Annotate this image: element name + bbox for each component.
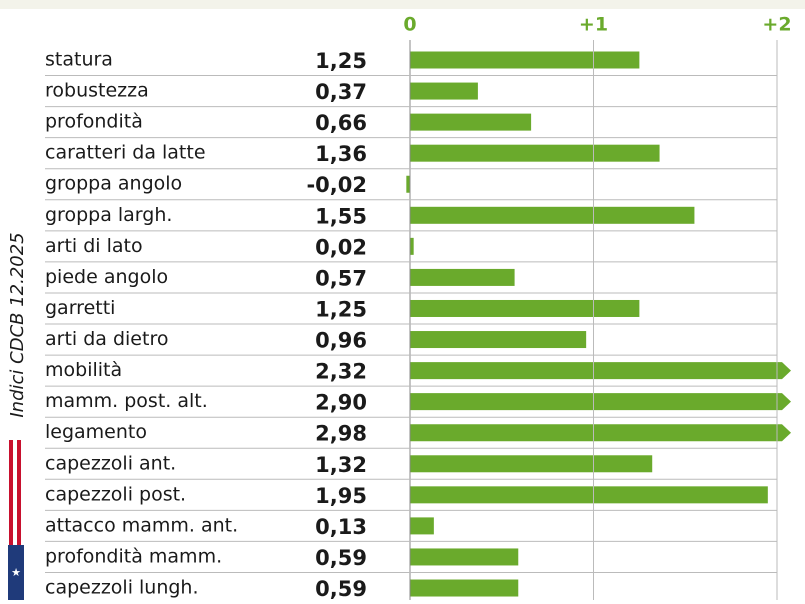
bar — [410, 362, 791, 380]
flag: ★ — [8, 440, 24, 600]
bar — [410, 206, 695, 224]
value-label: 1,95 — [315, 484, 367, 508]
value-label: 0,02 — [315, 235, 367, 259]
bar — [410, 486, 768, 504]
x-tick-label: +2 — [762, 14, 791, 36]
value-label: 1,25 — [315, 297, 367, 321]
category-label: garretti — [45, 297, 115, 319]
category-label: caratteri da latte — [45, 142, 206, 164]
value-label: 2,32 — [315, 360, 367, 384]
category-label: robustezza — [45, 80, 149, 102]
bar — [410, 51, 640, 69]
category-label: groppa angolo — [45, 173, 182, 195]
value-label: -0,02 — [306, 173, 367, 197]
category-label: mamm. post. alt. — [45, 390, 208, 412]
bar — [410, 268, 515, 286]
bar — [410, 82, 478, 100]
value-label: 1,25 — [315, 49, 367, 73]
value-label: 1,36 — [315, 142, 367, 166]
bar — [410, 113, 532, 131]
value-label: 0,96 — [315, 329, 367, 353]
category-label: arti da dietro — [45, 328, 168, 350]
category-label: profondità mamm. — [45, 545, 222, 567]
bar — [410, 299, 640, 317]
bar — [410, 331, 587, 349]
bar — [406, 175, 410, 193]
value-label: 0,13 — [315, 515, 367, 539]
bar — [410, 579, 519, 597]
plot — [406, 51, 791, 597]
category-label: capezzoli lungh. — [45, 577, 199, 599]
category-label: attacco mamm. ant. — [45, 514, 238, 536]
svg-text:★: ★ — [11, 566, 21, 579]
category-label: mobilità — [45, 359, 122, 381]
value-label: 0,59 — [315, 577, 367, 600]
category-label: profondità — [45, 111, 143, 133]
bar — [410, 393, 791, 411]
bar — [410, 517, 434, 535]
category-label: statura — [45, 49, 113, 71]
bar — [410, 144, 660, 162]
value-label: 2,98 — [315, 422, 367, 446]
value-label: 0,66 — [315, 111, 367, 135]
top-band — [0, 0, 805, 9]
value-label: 1,32 — [315, 453, 367, 477]
value-label: 1,55 — [315, 204, 367, 228]
category-label: arti di lato — [45, 235, 143, 257]
category-label: capezzoli ant. — [45, 452, 176, 474]
bar — [410, 455, 653, 473]
x-tick-label: +1 — [579, 14, 608, 36]
bar — [410, 237, 414, 255]
value-label: 2,90 — [315, 391, 367, 415]
bar — [410, 424, 791, 442]
category-label: capezzoli post. — [45, 483, 186, 505]
value-label: 0,59 — [315, 546, 367, 570]
category-label: piede angolo — [45, 266, 168, 288]
category-label: legamento — [45, 421, 147, 443]
category-label: groppa largh. — [45, 204, 172, 226]
bar — [410, 548, 519, 566]
annotation: Indici CDCB 12.2025 — [7, 232, 28, 417]
value-label: 0,37 — [315, 80, 367, 104]
x-tick-label: 0 — [403, 14, 416, 36]
value-label: 0,57 — [315, 266, 367, 290]
